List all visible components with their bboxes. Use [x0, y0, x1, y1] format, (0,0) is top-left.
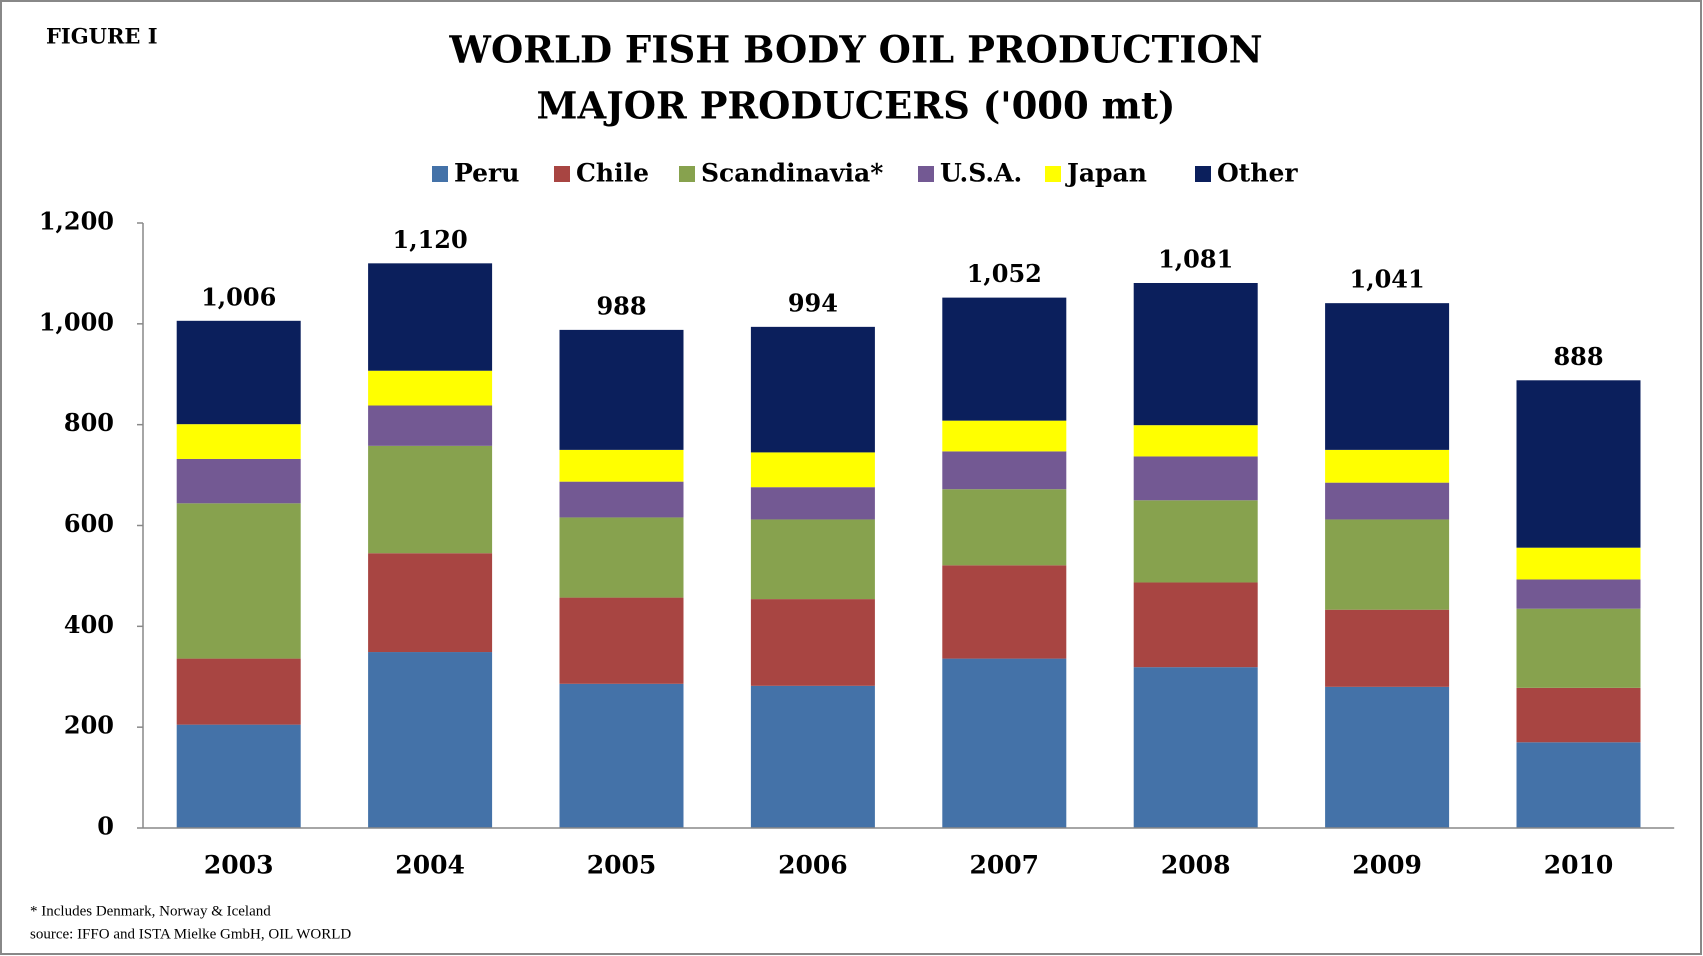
legend-swatch — [432, 166, 448, 182]
y-tick-label: 800 — [64, 408, 114, 437]
bar-segment — [1325, 519, 1450, 610]
total-label: 994 — [788, 288, 838, 317]
total-label: 1,041 — [1350, 265, 1425, 294]
bar-segment — [1516, 547, 1641, 580]
bar-segment — [1133, 500, 1258, 583]
x-tick-label: 2006 — [778, 851, 848, 880]
y-tick-label: 400 — [64, 610, 114, 639]
total-label: 888 — [1553, 342, 1603, 371]
y-tick-label: 1,000 — [39, 307, 114, 336]
legend-swatch — [918, 166, 934, 182]
legend-swatch — [1195, 166, 1211, 182]
bar-segment — [176, 724, 301, 828]
bar-segment — [750, 519, 875, 600]
bar-segment — [1516, 380, 1641, 548]
total-label: 1,052 — [967, 259, 1042, 288]
bar-segment — [1325, 449, 1450, 483]
x-tick-label: 2004 — [395, 851, 465, 880]
legend-label: Scandinavia* — [701, 159, 883, 188]
legend-label: Japan — [1065, 159, 1147, 188]
bar-segment — [1325, 609, 1450, 687]
bar-segment — [559, 449, 684, 482]
bar-segment — [368, 553, 493, 653]
bar-segment — [1133, 667, 1258, 828]
y-tick-label: 600 — [64, 509, 114, 538]
bar-segment — [1325, 686, 1450, 828]
legend-label: Peru — [454, 159, 519, 188]
bar-segment — [176, 658, 301, 725]
bar-segment — [176, 424, 301, 459]
bar-segment — [750, 487, 875, 520]
legend-swatch — [1045, 166, 1061, 182]
figure-label: FIGURE I — [46, 24, 158, 49]
y-tick-label: 0 — [97, 812, 114, 841]
bar-segment — [1133, 456, 1258, 501]
bar-segment — [559, 683, 684, 828]
bar-segment — [368, 370, 493, 406]
legend-label: Other — [1217, 159, 1298, 188]
chart-title: WORLD FISH BODY OIL PRODUCTION — [448, 28, 1262, 72]
bar-segment — [942, 565, 1067, 659]
source: source: IFFO and ISTA Mielke GmbH, OIL W… — [30, 926, 351, 942]
bar-segment — [750, 452, 875, 488]
x-tick-label: 2005 — [587, 851, 657, 880]
x-tick-label: 2009 — [1352, 851, 1422, 880]
bar-segment — [1133, 282, 1258, 426]
bar-segment — [1325, 303, 1450, 450]
bar-segment — [1516, 742, 1641, 828]
bar-segment — [559, 517, 684, 598]
bar-segment — [942, 489, 1067, 566]
bar-segment — [368, 445, 493, 554]
bar-segment — [942, 658, 1067, 828]
bar-segment — [942, 297, 1067, 421]
bar-segment — [176, 503, 301, 659]
y-tick-label: 200 — [64, 711, 114, 740]
x-tick-label: 2007 — [970, 851, 1040, 880]
legend-label: Chile — [576, 159, 649, 188]
bar-segment — [559, 481, 684, 518]
bar-segment — [750, 685, 875, 828]
bar-segment — [368, 405, 493, 446]
bar-segment — [1516, 687, 1641, 743]
bar-segment — [559, 597, 684, 684]
footnote: * Includes Denmark, Norway & Iceland — [30, 903, 271, 919]
total-label: 988 — [596, 291, 646, 320]
bar-segment — [750, 326, 875, 453]
chart-subtitle: MAJOR PRODUCERS ('000 mt) — [537, 84, 1176, 128]
bar-segment — [1325, 482, 1450, 520]
legend-swatch — [679, 166, 695, 182]
bar-segment — [559, 329, 684, 450]
bar-segment — [750, 599, 875, 686]
total-label: 1,006 — [201, 282, 276, 311]
bar-segment — [176, 320, 301, 425]
bar-segment — [1133, 582, 1258, 668]
legend-swatch — [554, 166, 570, 182]
x-tick-label: 2003 — [204, 851, 274, 880]
legend-label: U.S.A. — [940, 159, 1022, 188]
bar-segment — [368, 652, 493, 828]
total-label: 1,081 — [1158, 244, 1233, 273]
x-tick-label: 2010 — [1544, 851, 1614, 880]
x-tick-label: 2008 — [1161, 851, 1231, 880]
total-label: 1,120 — [393, 225, 468, 254]
bar-segment — [1133, 425, 1258, 457]
bar-segment — [942, 451, 1067, 490]
bar-segment — [942, 420, 1067, 452]
y-tick-label: 1,200 — [39, 207, 114, 236]
bar-segment — [176, 458, 301, 504]
bar-segment — [1516, 579, 1641, 609]
bar-segment — [1516, 608, 1641, 688]
bar-segment — [368, 263, 493, 371]
